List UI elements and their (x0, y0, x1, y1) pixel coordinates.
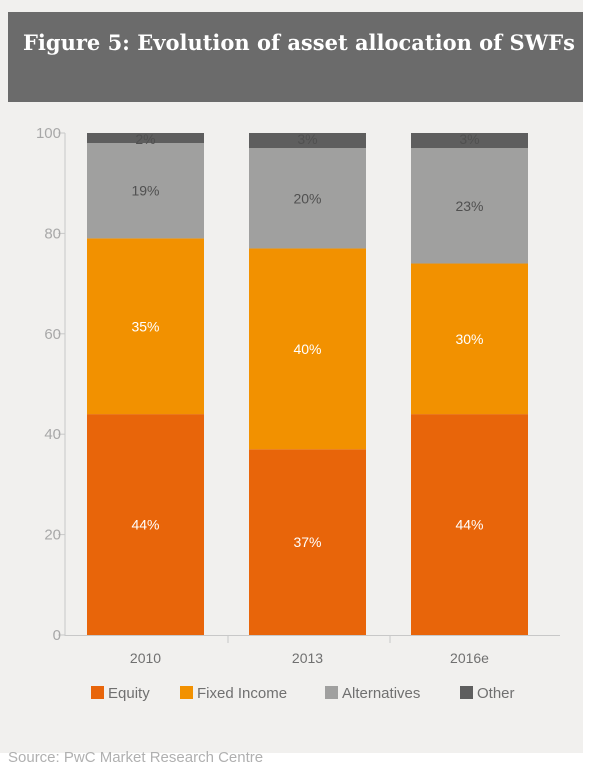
legend-swatch-alternatives (325, 686, 338, 699)
data-label-fixed-income-2013: 40% (293, 341, 321, 357)
x-tick-label: 2016e (450, 650, 489, 666)
x-tick-label: 2010 (130, 650, 161, 666)
legend-swatch-other (460, 686, 473, 699)
bar-equity-2010 (87, 414, 204, 635)
bar-alternatives-2016e (411, 148, 528, 264)
data-label-equity-2013: 37% (293, 534, 321, 550)
data-label-equity-2010: 44% (131, 517, 159, 533)
data-label-other-2010: 2% (135, 131, 155, 147)
y-tick-label: 40 (44, 426, 61, 443)
data-label-alternatives-2013: 20% (293, 190, 321, 206)
legend-label-alternatives: Alternatives (342, 685, 420, 702)
legend-swatch-fixed-income (180, 686, 193, 699)
source-note: Source: PwC Market Research Centre (8, 749, 264, 766)
legend-swatch-equity (91, 686, 104, 699)
bar-equity-2016e (411, 414, 528, 635)
bar-equity-2013 (249, 449, 366, 635)
x-tick-label: 2013 (292, 650, 323, 666)
y-tick-label: 80 (44, 225, 61, 242)
bar-other-2013 (249, 133, 366, 149)
bar-alternatives-2010 (87, 143, 204, 239)
legend-label-other: Other (477, 685, 515, 702)
y-tick-label: 20 (44, 527, 61, 544)
y-tick-label: 100 (36, 125, 61, 142)
data-label-equity-2016e: 44% (455, 517, 483, 533)
bar-fixed-income-2016e (411, 263, 528, 415)
bar-alternatives-2013 (249, 148, 366, 249)
y-tick-label: 0 (53, 627, 61, 644)
bar-other-2010 (87, 133, 204, 144)
data-label-alternatives-2010: 19% (131, 183, 159, 199)
data-label-alternatives-2016e: 23% (455, 198, 483, 214)
bar-fixed-income-2010 (87, 238, 204, 415)
y-tick-label: 60 (44, 326, 61, 343)
figure-header: Figure 5: Evolution of asset allocation … (8, 12, 583, 102)
figure-title: Figure 5: Evolution of asset allocation … (23, 30, 576, 55)
bar-other-2016e (411, 133, 528, 149)
legend-label-fixed-income: Fixed Income (197, 685, 287, 702)
data-label-fixed-income-2016e: 30% (455, 331, 483, 347)
data-label-other-2013: 3% (297, 131, 317, 147)
data-label-fixed-income-2010: 35% (131, 318, 159, 334)
legend-label-equity: Equity (108, 685, 150, 702)
bar-fixed-income-2013 (249, 248, 366, 450)
data-label-other-2016e: 3% (459, 131, 479, 147)
